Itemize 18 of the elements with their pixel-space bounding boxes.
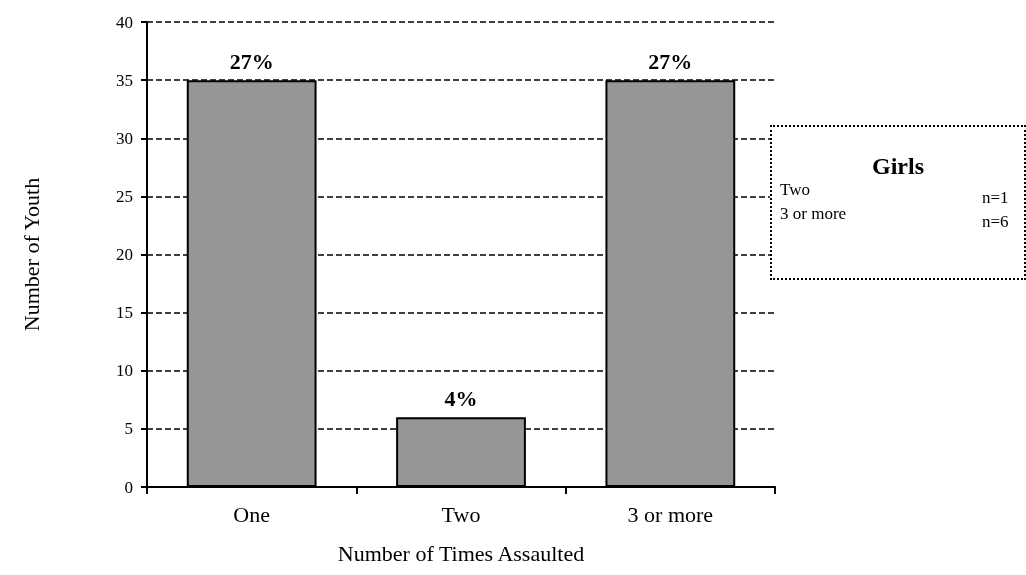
x-tick-label: 3 or more	[627, 501, 714, 527]
text-box: Girls Two n=1 3 or more n=6	[770, 125, 1026, 280]
x-tick-label: Two	[441, 501, 481, 527]
y-tick-label: 5	[124, 419, 133, 439]
y-tick-label: 35	[116, 70, 133, 90]
y-tick-label: 0	[124, 477, 133, 497]
annotation: 27%	[229, 48, 274, 74]
y-tick-label: 10	[116, 361, 133, 381]
x-tick-label: One	[233, 501, 270, 527]
y-tick-label: 20	[116, 245, 133, 264]
y-axis-title: Number of Youth	[18, 177, 44, 332]
y-tick-label: 15	[116, 303, 133, 323]
x-axis-title: Number of Times Assaulted	[337, 540, 585, 566]
annotation: 27%	[648, 48, 693, 74]
y-tick-label: 25	[116, 186, 133, 206]
y-tick-label: 30	[116, 128, 133, 148]
annotation: 4%	[444, 385, 478, 411]
y-tick-label: 40	[116, 12, 133, 32]
